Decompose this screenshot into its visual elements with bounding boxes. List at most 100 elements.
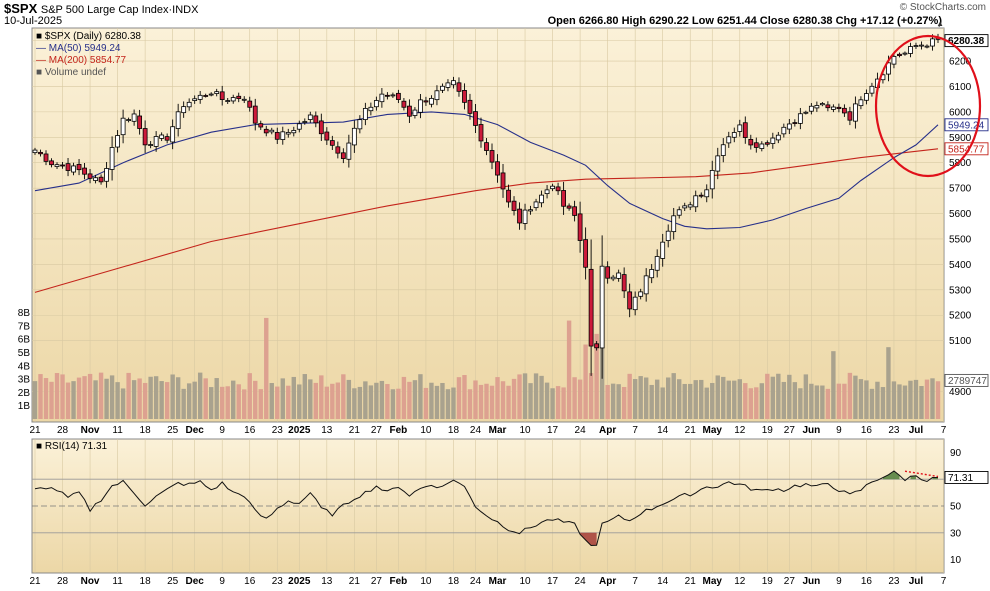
volume-bar	[869, 388, 875, 419]
x-tick-label: 23	[272, 576, 284, 587]
rsi-flag-label: 71.31	[948, 473, 973, 484]
volume-bar	[886, 347, 891, 419]
candle-up	[891, 56, 897, 65]
candle-up	[186, 101, 192, 108]
volume-bar	[93, 380, 98, 419]
candle-down	[462, 89, 467, 103]
volume-bar	[924, 379, 930, 419]
candle-down	[566, 205, 572, 209]
volume-bar	[528, 383, 533, 419]
candle-up	[814, 105, 820, 109]
candle-up	[109, 147, 115, 170]
x-tick-label: 10	[519, 425, 531, 436]
candle-up	[599, 265, 605, 349]
candle-up	[759, 143, 765, 149]
volume-bar	[186, 383, 192, 419]
volume-bar	[76, 377, 82, 419]
volume-bar	[456, 377, 462, 419]
volume-bar	[418, 374, 423, 419]
x-tick-label: 7	[632, 425, 638, 436]
volume-bar	[715, 375, 720, 419]
candle-up	[726, 136, 732, 144]
collapse-triangle-icon[interactable]: ▲	[936, 19, 944, 28]
volume-bar	[770, 376, 776, 419]
x-tick-label: 28	[57, 576, 69, 587]
candle-up	[208, 93, 214, 96]
candle-up	[853, 103, 858, 122]
candle-up	[131, 113, 137, 122]
volume-bar	[588, 373, 594, 419]
volume-bar	[462, 375, 467, 419]
volume-bar	[396, 388, 401, 419]
x-tick-label: 10	[420, 425, 432, 436]
candle-down	[60, 164, 65, 167]
index-name: S&P 500 Large Cap Index	[40, 4, 169, 16]
candle-up	[864, 93, 869, 101]
candle-up	[373, 100, 379, 108]
volume-bar	[897, 384, 902, 419]
price-tick-label: 5200	[949, 311, 972, 322]
candle-down	[313, 115, 319, 124]
volume-bar	[258, 389, 263, 419]
volume-bar	[561, 387, 566, 419]
volume-bar	[654, 379, 660, 419]
volume-tick-label: 5B	[18, 348, 31, 359]
candle-up	[126, 119, 132, 121]
x-tick-label: 27	[784, 576, 796, 587]
candle-down	[247, 100, 253, 108]
candle-down	[605, 266, 611, 279]
volume-bar	[440, 382, 445, 419]
x-tick-label: 18	[140, 425, 152, 436]
volume-bar	[732, 380, 737, 419]
candle-down	[836, 106, 842, 109]
candle-up	[120, 117, 126, 136]
volume-bar	[710, 382, 715, 419]
candle-up	[32, 149, 38, 154]
candle-up	[819, 103, 825, 106]
x-tick-label: Jun	[802, 425, 820, 436]
volume-bar	[853, 375, 858, 419]
volume-bar	[341, 374, 346, 419]
x-tick-label: 10	[420, 576, 432, 587]
candle-up	[522, 209, 528, 224]
x-tick-label: Jul	[909, 425, 924, 436]
watermark: © StockCharts.com	[899, 2, 986, 13]
candle-up	[643, 275, 649, 295]
volume-bar	[781, 381, 787, 419]
candle-up	[230, 97, 236, 102]
candle-up	[225, 100, 231, 102]
candle-up	[649, 269, 655, 279]
volume-bar	[115, 382, 120, 419]
volume-bar	[908, 380, 913, 419]
candle-down	[792, 122, 798, 124]
volume-bar	[319, 375, 324, 419]
volume-bar	[302, 374, 307, 419]
candle-down	[219, 91, 225, 100]
candle-down	[335, 146, 341, 154]
candle-up	[307, 114, 313, 120]
volume-bar	[98, 372, 104, 419]
x-tick-label: Mar	[489, 576, 507, 587]
candle-down	[65, 163, 71, 171]
volume-bar	[682, 383, 687, 419]
volume-tick-label: 6B	[18, 335, 31, 346]
volume-bar	[880, 387, 886, 419]
ma50-line	[34, 111, 939, 230]
volume-bar	[71, 381, 76, 419]
candle-down	[621, 274, 627, 292]
candle-down	[38, 151, 43, 155]
volume-bar	[137, 378, 142, 419]
volume-bar	[577, 379, 583, 419]
volume-bar	[434, 385, 440, 419]
x-tick-label: May	[703, 425, 723, 436]
candle-up	[544, 189, 550, 195]
candle-down	[478, 124, 484, 142]
candle-up	[886, 62, 891, 75]
volume-bar	[847, 372, 853, 419]
candle-up	[115, 135, 120, 148]
x-tick-label: 10	[519, 576, 531, 587]
price-tick-label: 5500	[949, 234, 972, 245]
candle-up	[539, 194, 544, 204]
volume-bar	[649, 384, 654, 419]
candle-up	[181, 106, 187, 114]
